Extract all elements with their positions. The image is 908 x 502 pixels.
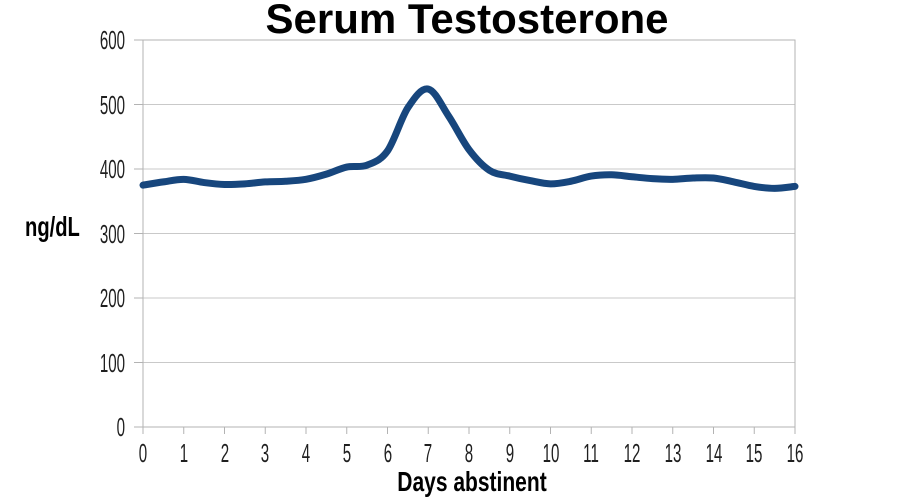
y-axis-title: ng/dL (25, 211, 80, 242)
x-tick-label-9: 9 (505, 438, 514, 468)
x-axis-title: Days abstinent (397, 466, 547, 497)
x-tick-label-13: 13 (664, 438, 682, 468)
x-tick-label-0: 0 (138, 438, 148, 468)
x-tick-label-16: 16 (786, 438, 804, 468)
series-line-serum-testosterone (139, 85, 799, 192)
y-tick-label-500: 500 (99, 89, 125, 120)
y-tick-label-200: 200 (99, 283, 125, 313)
x-tick-label-2: 2 (220, 438, 229, 468)
y-tick-label-0: 0 (116, 412, 125, 442)
y-tick-label-100: 100 (99, 347, 125, 378)
y-tick-label-600: 600 (99, 25, 125, 55)
x-tick-label-14: 14 (705, 438, 722, 468)
x-tick-label-1: 1 (179, 438, 188, 468)
x-tick-label-3: 3 (261, 438, 270, 468)
y-tick-label-300: 300 (99, 218, 125, 249)
x-tick-label-15: 15 (745, 438, 763, 468)
y-tick-label-400: 400 (99, 154, 125, 184)
x-tick-label-5: 5 (342, 438, 351, 468)
x-tick-label-10: 10 (542, 438, 559, 468)
x-tick-label-8: 8 (464, 438, 474, 468)
x-tick-label-12: 12 (623, 438, 641, 468)
x-tick-label-7: 7 (424, 438, 433, 468)
x-tick-label-11: 11 (583, 438, 600, 468)
x-tick-label-6: 6 (383, 438, 392, 468)
x-tick-label-4: 4 (301, 438, 311, 468)
chart-title: Serum Testosterone (265, 0, 669, 42)
